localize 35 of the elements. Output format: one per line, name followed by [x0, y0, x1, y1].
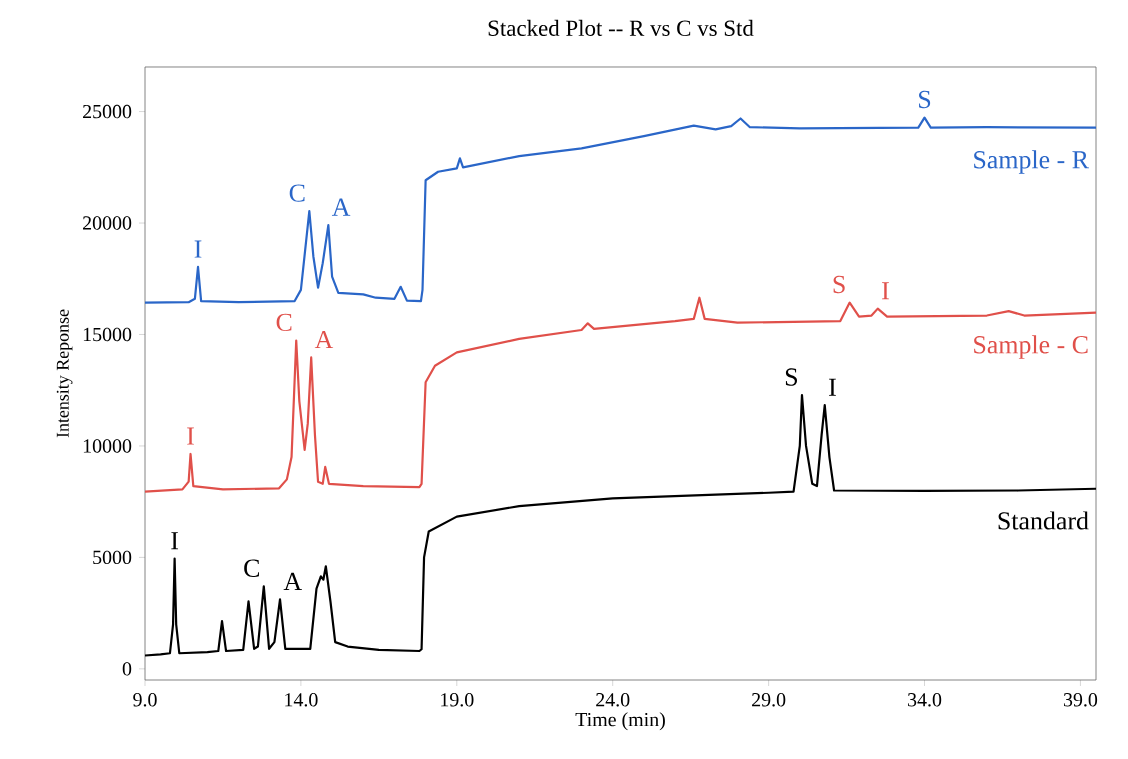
annotation: C	[289, 184, 305, 202]
annotation: C	[244, 559, 259, 577]
annotation: I	[171, 532, 179, 550]
y-tick-label: 5000	[93, 550, 132, 565]
x-axis-title: Time (min)	[575, 712, 665, 731]
x-tick-label: 9.0	[133, 693, 157, 707]
y-tick-label: 25000	[83, 104, 132, 119]
chart-title: Stacked Plot -- R vs C vs Std	[488, 19, 754, 36]
annotation: C	[276, 313, 292, 332]
x-tick-label: 39.0	[1063, 693, 1098, 707]
annotation: I	[194, 240, 202, 258]
annotation: S	[785, 368, 797, 386]
series-label: Sample - C	[974, 335, 1088, 359]
annotation: S	[833, 275, 845, 294]
x-tick-label: 29.0	[752, 693, 786, 707]
series-label: Standard	[998, 511, 1089, 530]
x-tick-label: 19.0	[441, 693, 474, 707]
y-tick-label: 10000	[83, 439, 132, 453]
line-series	[143, 116, 1098, 304]
line-series	[143, 394, 1098, 657]
x-tick-label: 24.0	[596, 693, 630, 707]
y-tick-label: 0	[122, 662, 132, 676]
y-axis-title: Intensity Reponse	[56, 309, 73, 438]
annotation: I	[187, 427, 194, 445]
y-tick-label: 15000	[83, 327, 132, 342]
series-label: Sample - R	[974, 150, 1089, 174]
annotation: A	[314, 330, 334, 349]
x-tick-label: 14.0	[285, 693, 318, 707]
annotation: I	[882, 282, 889, 300]
annotation: S	[919, 90, 931, 109]
x-tick-label: 34.0	[908, 693, 942, 707]
annotation: A	[283, 572, 302, 590]
annotation: A	[331, 198, 351, 216]
annotation: I	[829, 378, 836, 396]
y-tick-label: 20000	[83, 216, 132, 230]
